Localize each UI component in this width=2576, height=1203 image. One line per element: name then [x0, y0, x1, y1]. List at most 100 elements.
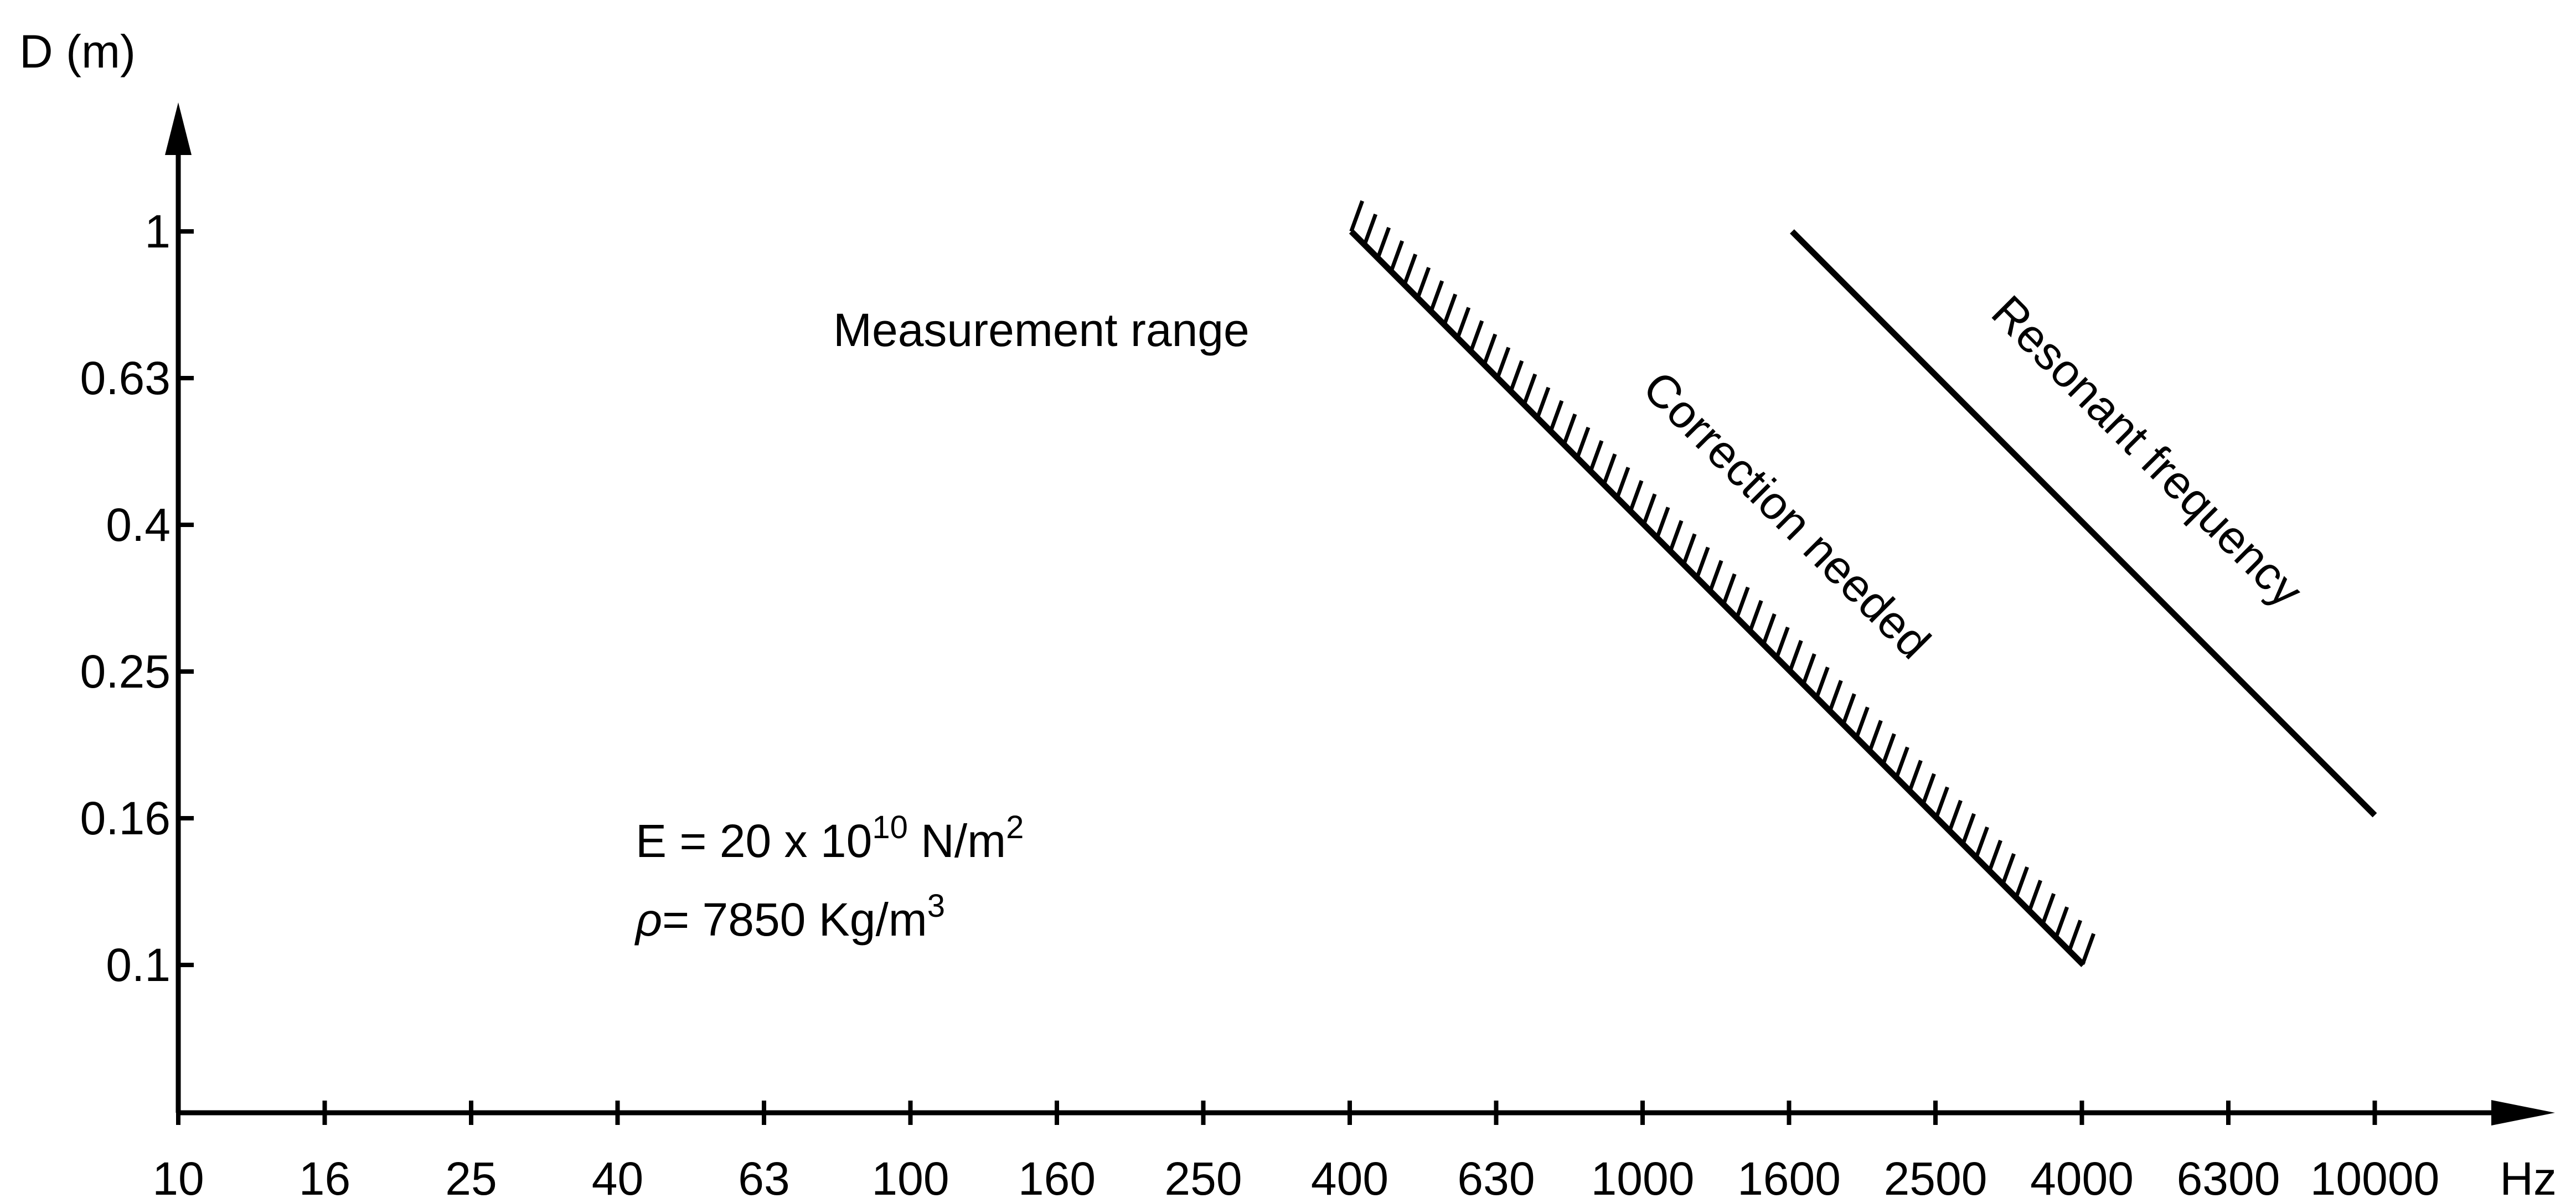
hatch-mark [1588, 440, 1604, 472]
hatch-mark [1362, 213, 1378, 246]
hatch-mark [2014, 866, 2029, 899]
y-tick-label: 0.63 [80, 352, 171, 404]
density-exponent: 3 [927, 888, 945, 924]
axes [175, 144, 2491, 1116]
hatch-mark [1841, 693, 1856, 725]
hatch-mark [1655, 507, 1670, 539]
hatch-mark [2081, 933, 2096, 965]
hatch-mark [1509, 360, 1524, 392]
density-value: = 7850 Kg/m [662, 894, 927, 946]
correction-needed-line [1349, 229, 2086, 967]
hatch-mark [1402, 254, 1418, 286]
hatch-mark [1628, 480, 1644, 512]
hatch-mark [1988, 839, 2002, 872]
hatch-mark [1562, 413, 1577, 446]
x-tick-label: 160 [1018, 1153, 1096, 1203]
hatch-mark [1615, 467, 1630, 499]
x-tick-label: 4000 [2030, 1153, 2134, 1203]
hatch-mark [1535, 386, 1551, 419]
hatch-mark [1469, 320, 1484, 352]
x-tick-label: 16 [299, 1153, 350, 1203]
hatch-mark [1855, 706, 1870, 739]
x-tick-label: 63 [738, 1153, 789, 1203]
x-tick-label: 1000 [1591, 1153, 1695, 1203]
correction-needed-series: Correction needed [1349, 200, 2096, 967]
hatch-mark [1775, 626, 1790, 659]
x-tick-label: 2500 [1884, 1153, 1988, 1203]
resonant-frequency-line [1790, 229, 2377, 818]
resonant-frequency-label: Resonant frequency [1982, 286, 2313, 617]
hatch-mark [1376, 226, 1391, 259]
y-tick-label: 0.1 [106, 939, 171, 991]
x-axis-arrowhead [2491, 1100, 2555, 1125]
hatch-mark [1748, 600, 1763, 632]
x-axis-unit: Hz [2500, 1153, 2557, 1203]
hatch-mark [1974, 826, 1989, 859]
hatch-mark [1815, 667, 1830, 699]
x-tick-label: 6300 [2177, 1153, 2280, 1203]
y-tick-label: 0.16 [80, 792, 171, 844]
hatch-mark [1548, 400, 1564, 432]
modulus-unit: N/m [908, 815, 1006, 867]
x-tick-label: 400 [1311, 1153, 1388, 1203]
hatch-mark [1495, 347, 1511, 379]
hatch-mark [1801, 653, 1816, 685]
y-tick-label: 1 [144, 205, 171, 257]
hatch-mark [1934, 786, 1949, 819]
hatch-mark [1482, 333, 1498, 365]
density-annotation: ρ= 7850 Kg/m3 [634, 888, 945, 946]
x-tick-label: 10000 [2310, 1153, 2440, 1203]
y-ticks: 1 0.63 0.4 0.25 0.16 0.1 [80, 205, 194, 991]
hatch-mark [2067, 920, 2083, 952]
y-axis-arrowhead [165, 102, 192, 155]
hatch-mark [2027, 880, 2042, 912]
hatch-mark [1695, 546, 1710, 579]
x-tick-label: 630 [1457, 1153, 1535, 1203]
hatch-mark [1522, 373, 1537, 406]
y-axis-label: D (m) [19, 25, 136, 78]
hatch-mark [2041, 893, 2056, 925]
hatch-mark [1681, 533, 1697, 565]
hatch-mark [1908, 760, 1923, 792]
hatch-mark [1641, 493, 1657, 525]
hatch-mark [1455, 307, 1471, 339]
hatch-mark [1349, 200, 1365, 233]
x-tick-label: 100 [871, 1153, 949, 1203]
hatch-mark [1948, 799, 1963, 832]
hatch-mark [2001, 853, 2016, 885]
hatch-mark [1894, 746, 1909, 778]
hatch-mark [1734, 586, 1750, 619]
x-tick-label: 10 [152, 1153, 204, 1203]
series-layer: Correction needed Resonant frequency [1349, 200, 2377, 967]
x-tick-label: 250 [1164, 1153, 1242, 1203]
modulus-annotation: E = 20 x 1010 N/m2 [636, 809, 1024, 867]
hatch-mark [2054, 906, 2069, 938]
hatch-mark [1921, 773, 1936, 805]
hatch-mark [1429, 280, 1444, 312]
modulus-prefix: E = 20 x 10 [636, 815, 872, 867]
modulus-exponent: 10 [872, 809, 908, 845]
density-symbol: ρ [634, 894, 662, 946]
hatch-mark [1721, 573, 1737, 605]
hatch-mark [1575, 426, 1591, 459]
hatch-mark [1389, 240, 1405, 272]
x-tick-label: 40 [592, 1153, 643, 1203]
hatch-mark [1788, 639, 1803, 672]
hatch-mark [1881, 733, 1896, 765]
x-tick-label: 25 [445, 1153, 497, 1203]
measurement-range-label: Measurement range [833, 304, 1250, 356]
hatch-mark [1762, 613, 1777, 646]
x-ticks: 10 16 25 40 63 100 160 250 400 630 1000 1600 2500 400… [152, 1101, 2439, 1203]
x-tick-label: 1600 [1737, 1153, 1841, 1203]
hatch-mark [1668, 520, 1684, 552]
hatch-mark [1961, 813, 1976, 845]
hatch-mark [1602, 453, 1617, 486]
hatch-mark [1868, 720, 1883, 752]
hatch-mark [1828, 680, 1843, 712]
modulus-unit-exponent: 2 [1006, 809, 1024, 845]
hatch-mark [1708, 560, 1723, 592]
y-tick-label: 0.25 [80, 646, 171, 698]
y-tick-label: 0.4 [106, 499, 171, 551]
correction-needed-label: Correction needed [1633, 361, 1940, 669]
